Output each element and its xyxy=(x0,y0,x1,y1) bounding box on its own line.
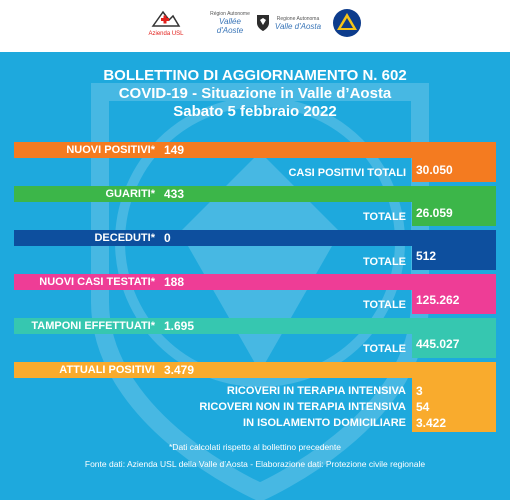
guariti-totale-value: 26.059 xyxy=(416,206,453,220)
non-intensiva-value: 54 xyxy=(416,400,430,414)
attuali-positivi-label-bar xyxy=(14,362,159,378)
terapia-intensiva-value: 3 xyxy=(416,384,423,398)
casi-positivi-totali-label: CASI POSITIVI TOTALI xyxy=(288,167,406,179)
tamponi-label: TAMPONI EFFETTUATI* xyxy=(31,320,155,332)
tamponi-totale-value: 445.027 xyxy=(416,337,460,351)
isolamento-value: 3.422 xyxy=(416,416,447,430)
attuali-positivi-value: 3.479 xyxy=(164,363,195,377)
ricoveri-box xyxy=(412,378,496,432)
nuovi-casi-testati-label-bar xyxy=(14,274,159,290)
tamponi-label-bar xyxy=(14,318,159,334)
tamponi-totale-label: TOTALE xyxy=(363,343,406,355)
guariti-label: GUARITI* xyxy=(105,188,156,200)
nuovi-positivi-label-bar xyxy=(14,142,159,158)
deceduti-totale-label: TOTALE xyxy=(363,256,406,268)
tamponi-totale-box xyxy=(412,334,496,358)
terapia-intensiva-label: RICOVERI IN TERAPIA INTENSIVA xyxy=(226,385,406,397)
usl-cross-icon xyxy=(151,10,181,27)
casi-positivi-totali-box xyxy=(412,158,496,182)
nuovi-casi-testati-totale-label: TOTALE xyxy=(363,299,406,311)
guariti-totale-label: TOTALE xyxy=(363,211,406,223)
source-note: Fonte dati: Azienda USL della Valle d’Ao… xyxy=(84,459,426,469)
deceduti-label-bar xyxy=(14,230,159,246)
region-logo-fr: Région Autonome Vallée d'Aoste xyxy=(206,6,254,40)
usl-logo: Azienda USL xyxy=(145,6,187,40)
guariti-label-bar xyxy=(14,186,159,202)
deceduti-totale-value: 512 xyxy=(416,249,437,263)
guariti-bar xyxy=(159,186,496,202)
tamponi-value: 1.695 xyxy=(164,319,195,333)
nuovi-casi-testati-totale-box xyxy=(412,290,496,314)
nuovi-positivi-bar xyxy=(159,142,496,158)
bulletin-title: BOLLETTINO DI AGGIORNAMENTO N. 602 xyxy=(103,67,407,84)
attuali-positivi-bar xyxy=(159,362,496,378)
isolamento-label: IN ISOLAMENTO DOMICILIARE xyxy=(243,417,406,429)
guariti-value: 433 xyxy=(164,187,185,201)
nuovi-positivi-value: 149 xyxy=(164,143,185,157)
nuovi-casi-testati-bar xyxy=(159,274,496,290)
deceduti-bar xyxy=(159,230,496,246)
nuovi-positivi-label: NUOVI POSITIVI* xyxy=(66,144,155,156)
attuali-positivi-label: ATTUALI POSITIVI xyxy=(59,364,155,376)
protezione-civile-logo xyxy=(330,6,364,40)
casi-positivi-totali-value: 30.050 xyxy=(416,163,453,177)
region-logo-it: Regione Autonoma Valle d'Aosta xyxy=(274,6,322,40)
header-logos: Azienda USL Région Autonome Vallée d'Aos… xyxy=(0,0,510,48)
deceduti-value: 0 xyxy=(164,231,171,245)
guariti-totale-box xyxy=(412,202,496,226)
nuovi-casi-testati-totale-value: 125.262 xyxy=(416,293,460,307)
region-shield-icon xyxy=(254,6,272,40)
region-logo-fr-top: Région Autonome xyxy=(210,11,250,17)
region-logo-it-bottom: Valle d'Aosta xyxy=(274,21,322,31)
bulletin-subtitle: COVID-19 - Situazione in Valle d’Aosta xyxy=(118,85,392,102)
region-logo-it-top: Regione Autonoma xyxy=(276,15,320,22)
nuovi-casi-testati-label: NUOVI CASI TESTATI* xyxy=(39,276,155,288)
usl-logo-label: Azienda USL xyxy=(148,30,184,37)
bulletin-date: Sabato 5 febbraio 2022 xyxy=(173,103,337,120)
deceduti-label: DECEDUTI* xyxy=(94,232,155,244)
non-intensiva-label: RICOVERI NON IN TERAPIA INTENSIVA xyxy=(199,401,406,413)
deceduti-totale-box xyxy=(412,246,496,270)
region-logo-fr-bottom: Vallée d'Aoste xyxy=(216,17,244,35)
tamponi-bar xyxy=(159,318,496,334)
asterisk-note: *Dati calcolati rispetto al bollettino p… xyxy=(169,442,341,452)
nuovi-casi-testati-value: 188 xyxy=(164,275,185,289)
